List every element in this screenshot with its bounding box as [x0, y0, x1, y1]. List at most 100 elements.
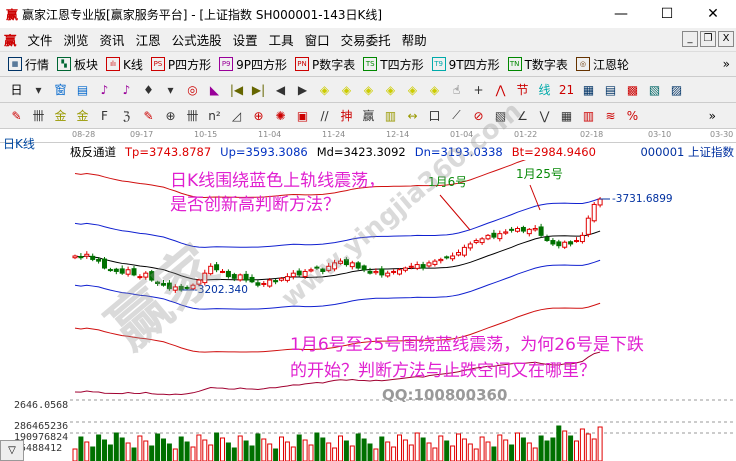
drawing-tool-icon[interactable]: 赢	[362, 109, 375, 123]
drawing-tool-icon[interactable]: ⊕	[253, 108, 264, 123]
toolbar-button[interactable]: TN T数字表	[507, 56, 568, 73]
drawing-tool-icon[interactable]: ⟋	[452, 108, 461, 122]
toolbar-button[interactable]: PN P数字表	[295, 56, 355, 73]
chart-tool-icon[interactable]: ▾	[167, 82, 174, 97]
kline-chart[interactable]	[0, 160, 736, 461]
drawing-tool-icon[interactable]: ↔	[407, 108, 418, 123]
volume-bar	[597, 426, 603, 461]
drawing-tool-icon[interactable]: %	[626, 108, 639, 123]
toolbar-button[interactable]: TS T四方形	[363, 56, 424, 73]
chart-tool-icon[interactable]: 窗	[54, 83, 67, 97]
toolbar-label: T四方形	[380, 57, 424, 72]
drawing-tool-icon[interactable]: ≋	[605, 108, 616, 123]
drawing-tool-icon[interactable]: 卌	[32, 109, 45, 123]
chart-tool-icon[interactable]: ◈	[385, 82, 396, 97]
mdi-restore-button[interactable]: ❐	[700, 31, 716, 47]
toolbar-more-button[interactable]: »	[722, 57, 730, 71]
drawing-tool-icon[interactable]: 卌	[186, 109, 199, 123]
collapse-button[interactable]: ▽	[0, 440, 24, 461]
menu-tools[interactable]: 工具	[268, 33, 294, 48]
toolbar-button[interactable]: ▚ 板块	[57, 56, 98, 73]
toolbar-button[interactable]: ▦ 行情	[8, 56, 49, 73]
drawing-tool-icon[interactable]: ▥	[582, 108, 595, 123]
drawing-tool-icon[interactable]: ✎	[143, 108, 154, 123]
maximize-button[interactable]: ☐	[660, 6, 674, 22]
minimize-button[interactable]: —	[614, 6, 628, 22]
close-button[interactable]: ✕	[707, 6, 719, 22]
menu-gann[interactable]: 江恩	[135, 33, 161, 48]
menu-news[interactable]: 资讯	[99, 33, 125, 48]
drawing-tool-icon[interactable]: ▥	[384, 108, 397, 123]
candle-body	[574, 240, 579, 243]
chart-tool-icon[interactable]: ▾	[35, 82, 42, 97]
drawing-tool-icon[interactable]: 抻	[340, 109, 353, 123]
chart-tool-icon[interactable]: 节	[516, 83, 529, 97]
drawing-tool-icon[interactable]: ▣	[296, 108, 309, 123]
chart-tool-icon[interactable]: +	[473, 82, 484, 97]
period-select[interactable]: 日	[10, 83, 23, 97]
chart-tool-icon[interactable]: ♪	[122, 82, 131, 97]
toolbar-label: 板块	[74, 57, 99, 72]
drawing-tool-icon[interactable]: ◿	[231, 108, 242, 123]
drawing-tool-icon[interactable]: //	[320, 108, 329, 123]
drawing-tool-icon[interactable]: ⋁	[539, 108, 550, 123]
mdi-close-button[interactable]: X	[718, 31, 734, 47]
chart-tool-icon[interactable]: ▦	[582, 82, 595, 97]
chart-tool-icon[interactable]: ☝	[452, 82, 461, 97]
chart-tool-icon[interactable]: ◎	[187, 82, 198, 97]
drawing-tool-icon[interactable]: ⊕	[165, 108, 176, 123]
candle-body	[279, 277, 284, 281]
toolbar-button[interactable]: T9 9T四方形	[431, 56, 500, 73]
drawing-tool-icon[interactable]: ▧	[494, 108, 507, 123]
chart-tool-icon[interactable]: ◀	[275, 82, 286, 97]
chart-tool-icon[interactable]: ▤	[76, 82, 89, 97]
drawing-tool-icon[interactable]: 口	[428, 109, 441, 123]
toolbar-button[interactable]: PS P四方形	[150, 56, 211, 73]
chart-tool-icon[interactable]: ▶	[297, 82, 308, 97]
candle-body	[397, 269, 402, 275]
drawing-tool-icon[interactable]: 金	[54, 109, 67, 123]
chart-tool-icon[interactable]: ◈	[407, 82, 418, 97]
menu-browse[interactable]: 浏览	[63, 33, 89, 48]
chart-tool-icon[interactable]: ◈	[363, 82, 374, 97]
candle-body	[444, 256, 450, 259]
toolbar-button[interactable]: ◎ 江恩轮	[575, 56, 629, 73]
menu-formula[interactable]: 公式选股	[171, 33, 222, 48]
drawing-tool-icon[interactable]: ∠	[517, 108, 528, 123]
toolbar-button[interactable]: ılı K线	[106, 56, 143, 73]
chart-tool-icon[interactable]: |◀	[229, 82, 244, 97]
chart-tool-icon[interactable]: ◈	[429, 82, 440, 97]
drawing-tool-icon[interactable]: ⊘	[473, 108, 484, 123]
drawing-tool-icon[interactable]: ℨ	[122, 108, 131, 123]
mdi-minimize-button[interactable]: _	[682, 31, 698, 47]
chart-tool-icon[interactable]: ♦	[143, 82, 154, 97]
candle-body	[515, 228, 520, 232]
menu-settings[interactable]: 设置	[232, 33, 258, 48]
menu-help[interactable]: 帮助	[401, 33, 427, 48]
menu-trade[interactable]: 交易委托	[340, 33, 391, 48]
chart-tool-icon[interactable]: ▨	[670, 82, 683, 97]
toolbar-more-button[interactable]: »	[708, 108, 716, 123]
chart-tool-icon[interactable]: ♪	[100, 82, 109, 97]
menu-file[interactable]: 文件	[27, 33, 53, 48]
menu-window[interactable]: 窗口	[304, 33, 330, 48]
drawing-tool-icon[interactable]: ▦	[560, 108, 573, 123]
chart-tool-icon[interactable]: 21	[558, 82, 575, 97]
chart-tool-icon[interactable]: ◣	[209, 82, 220, 97]
drawing-tool-icon[interactable]: ✎	[11, 108, 22, 123]
chart-tool-icon[interactable]: ▩	[626, 82, 639, 97]
chart-tool-icon[interactable]: 线	[538, 83, 551, 97]
candle-body	[591, 203, 597, 222]
drawing-tool-icon[interactable]: ✺	[275, 108, 286, 123]
chart-tool-icon[interactable]: ⋀	[495, 82, 506, 97]
chart-tool-icon[interactable]: ▶|	[251, 82, 266, 97]
drawing-tool-icon[interactable]: F	[101, 108, 108, 123]
chart-tool-icon[interactable]: ▤	[604, 82, 617, 97]
drawing-tool-icon[interactable]: 金	[76, 109, 89, 123]
chart-tool-icon[interactable]: ◈	[341, 82, 352, 97]
chart-tool-icon[interactable]: ◈	[319, 82, 330, 97]
chart-tool-icon[interactable]: ▧	[648, 82, 661, 97]
toolbar-button[interactable]: P9 9P四方形	[219, 56, 287, 73]
volume-bar	[314, 432, 320, 461]
drawing-tool-icon[interactable]: n²	[208, 108, 221, 123]
